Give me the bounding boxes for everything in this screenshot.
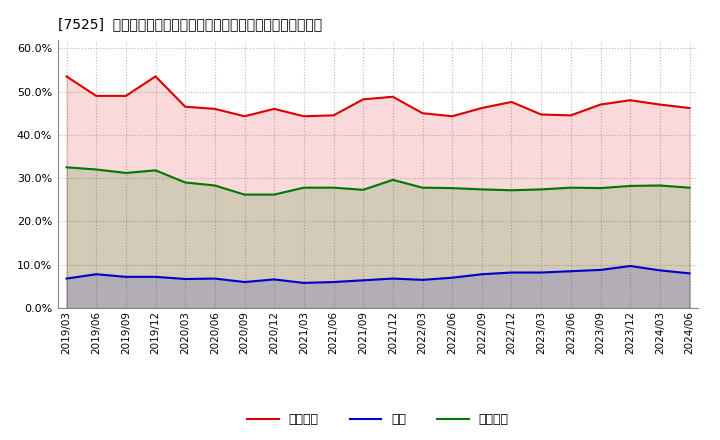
買入債務 [210,183,219,188]
買入債務 [626,183,634,189]
在庫 [626,264,634,269]
Text: [7525]  売上債権、在庫、買入債務の総資産に対する比率の推移: [7525] 売上債権、在庫、買入債務の総資産に対する比率の推移 [58,18,322,32]
買入債務 [418,185,427,190]
在庫 [300,280,308,286]
在庫 [359,278,367,283]
在庫 [448,275,456,280]
買入債務 [270,192,279,197]
買入債務 [300,185,308,190]
買入債務 [596,185,605,191]
売上債権 [655,102,664,107]
在庫 [537,270,546,275]
在庫 [567,268,575,274]
在庫 [389,276,397,281]
売上債権 [685,105,694,110]
買入債務 [567,185,575,190]
売上債権 [151,74,160,79]
買入債務 [655,183,664,188]
買入債務 [62,165,71,170]
在庫 [240,279,249,285]
買入債務 [92,167,101,172]
売上債権 [270,106,279,111]
在庫 [92,271,101,277]
売上債権 [418,110,427,116]
在庫 [181,276,189,282]
売上債権 [507,99,516,105]
売上債権 [537,112,546,117]
Line: 売上債権: 売上債権 [66,77,690,116]
買入債務 [329,185,338,190]
売上債権 [448,114,456,119]
在庫 [655,268,664,273]
買入債務 [507,187,516,193]
売上債権 [359,97,367,102]
Legend: 売上債権, 在庫, 買入債務: 売上債権, 在庫, 買入債務 [243,408,513,431]
在庫 [151,274,160,279]
売上債権 [596,102,605,107]
買入債務 [122,170,130,176]
在庫 [418,277,427,282]
買入債務 [448,185,456,191]
買入債務 [151,168,160,173]
買入債務 [389,177,397,183]
在庫 [62,276,71,281]
売上債権 [300,114,308,119]
売上債権 [92,93,101,99]
買入債務 [685,185,694,190]
売上債権 [477,105,486,110]
売上債権 [122,93,130,99]
売上債権 [329,113,338,118]
売上債権 [210,106,219,111]
在庫 [685,271,694,276]
売上債権 [389,94,397,99]
売上債権 [626,98,634,103]
売上債権 [62,74,71,79]
在庫 [329,279,338,285]
売上債権 [567,113,575,118]
Line: 買入債務: 買入債務 [66,167,690,194]
買入債務 [477,187,486,192]
在庫 [507,270,516,275]
買入債務 [359,187,367,192]
買入債務 [240,192,249,197]
Line: 在庫: 在庫 [66,266,690,283]
在庫 [596,267,605,272]
売上債権 [240,114,249,119]
買入債務 [537,187,546,192]
在庫 [477,271,486,277]
売上債権 [181,104,189,109]
在庫 [122,274,130,279]
在庫 [270,277,279,282]
在庫 [210,276,219,281]
買入債務 [181,180,189,185]
